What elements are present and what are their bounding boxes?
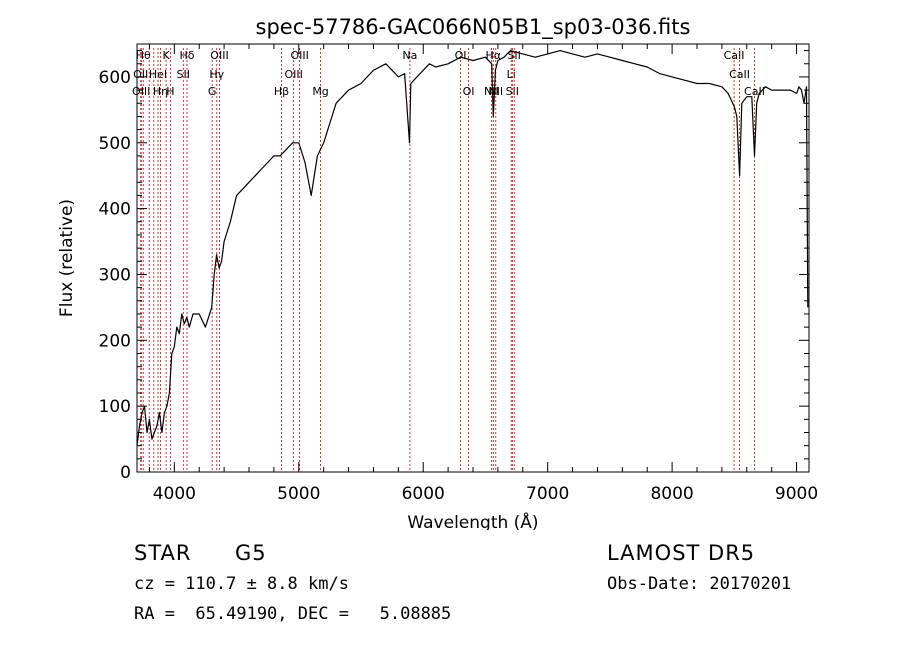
line-label-11: G xyxy=(208,85,217,98)
line-label-13: OIII xyxy=(210,49,228,62)
x-axis-label: Wavelength (Å) xyxy=(407,511,538,530)
y-tick-label-1: 100 xyxy=(99,397,131,417)
line-label-10: Hδ xyxy=(180,49,195,62)
line-label-16: OIII xyxy=(290,49,308,62)
x-tick-label-1: 5000 xyxy=(277,484,320,504)
line-label-0: Hθ xyxy=(136,49,151,62)
line-label-22: Hα xyxy=(486,49,502,62)
line-label-14: Hβ xyxy=(274,85,289,98)
x-tick-label-2: 6000 xyxy=(402,484,445,504)
line-label-25: SII xyxy=(506,85,519,98)
line-label-27: CaII xyxy=(724,49,745,62)
object-subclass: G5 xyxy=(235,541,267,565)
spectrum-line xyxy=(136,50,809,446)
survey-name: LAMOST DR5 xyxy=(607,541,756,565)
line-label-6: Hη xyxy=(153,85,168,98)
line-label-2: OIII xyxy=(132,85,150,98)
line-label-17: Mg xyxy=(312,85,328,98)
line-label-1: OII xyxy=(133,68,148,81)
y-tick-label-0: 0 xyxy=(120,463,131,483)
line-label-24: Li xyxy=(507,68,516,81)
object-class: STAR xyxy=(134,541,192,565)
observation-date: Obs-Date: 20170201 xyxy=(607,574,792,594)
line-label-12: Hγ xyxy=(209,68,224,81)
line-label-18: Na xyxy=(402,49,417,62)
spectrum-chart: spec-57786-GAC066N05B1_sp03-036.fits Hθ O… xyxy=(57,15,818,530)
line-label-8: H xyxy=(166,85,174,98)
line-label-28: CaII xyxy=(729,68,750,81)
y-tick-label-6: 600 xyxy=(99,68,131,88)
redshift-velocity: cz = 110.7 ± 8.8 km/s xyxy=(134,574,349,594)
plot-frame xyxy=(136,43,810,473)
line-label-20: OI xyxy=(463,85,475,98)
x-tick-label-0: 4000 xyxy=(153,484,196,504)
y-axis-label: Flux (relative) xyxy=(57,199,77,317)
y-tick-label-5: 500 xyxy=(99,134,131,154)
line-label-23: NII xyxy=(488,85,503,98)
line-label-7: K xyxy=(163,49,171,62)
line-label-5: HeI xyxy=(149,68,167,81)
y-tick-label-4: 400 xyxy=(99,200,131,220)
chart-title: spec-57786-GAC066N05B1_sp03-036.fits xyxy=(256,15,691,40)
axes: 4000 5000 6000 7000 8000 9000 0 100 200 300 400 500… xyxy=(99,44,818,504)
line-label-19: OI xyxy=(455,49,467,62)
line-label-29: CaII xyxy=(744,85,765,98)
x-tick-label-5: 9000 xyxy=(775,484,818,504)
y-tick-label-2: 200 xyxy=(99,331,131,351)
line-label-15: OIII xyxy=(284,68,302,81)
y-tick-label-3: 300 xyxy=(99,265,131,285)
line-label-9: SII xyxy=(177,68,190,81)
spectral-line-markers: HθOIIOIIIHeIHηKHSIIHδGHγOIIIHβOIIIOIIIMg… xyxy=(132,48,765,472)
x-tick-label-4: 8000 xyxy=(650,484,693,504)
x-tick-label-3: 7000 xyxy=(526,484,569,504)
sky-coordinates: RA = 65.49190, DEC = 5.08885 xyxy=(134,604,452,624)
